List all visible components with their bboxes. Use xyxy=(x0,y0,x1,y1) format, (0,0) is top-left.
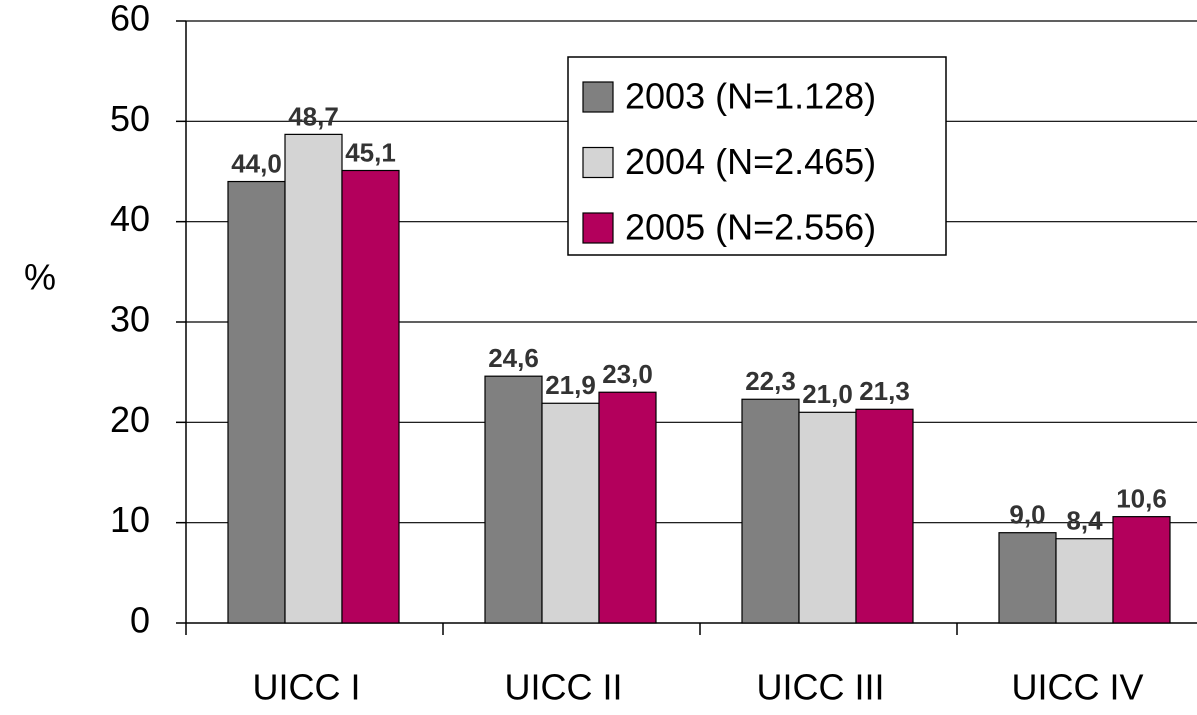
bar xyxy=(341,169,400,624)
bar xyxy=(855,408,914,624)
y-tick-label: 60 xyxy=(110,0,150,39)
value-label: 45,1 xyxy=(345,137,396,167)
value-label: 9,0 xyxy=(1009,500,1045,530)
bar xyxy=(227,180,286,624)
value-label: 23,0 xyxy=(602,359,653,389)
value-label: 44,0 xyxy=(231,148,282,178)
value-label: 21,3 xyxy=(859,376,910,406)
y-tick-label: 40 xyxy=(110,198,150,239)
bar xyxy=(741,398,800,624)
value-label: 8,4 xyxy=(1066,506,1103,536)
legend-label: 2004 (N=2.465) xyxy=(625,141,876,182)
value-label: 48,7 xyxy=(288,101,339,131)
legend-label: 2005 (N=2.556) xyxy=(625,207,876,248)
y-tick-label: 20 xyxy=(110,399,150,440)
legend-swatch xyxy=(582,146,614,179)
value-label: 21,9 xyxy=(545,370,596,400)
bar xyxy=(284,133,343,624)
bar xyxy=(541,402,600,624)
y-tick-label: 30 xyxy=(110,299,150,340)
value-label: 21,0 xyxy=(802,379,853,409)
legend-label: 2003 (N=1.128) xyxy=(625,76,876,117)
legend-box xyxy=(567,56,947,256)
bar xyxy=(998,532,1057,624)
y-tick-label: 10 xyxy=(110,499,150,540)
y-axis-label: % xyxy=(24,257,56,298)
value-label: 24,6 xyxy=(488,343,539,373)
y-tick-label: 50 xyxy=(110,98,150,139)
x-tick-label: UICC III xyxy=(756,667,884,708)
y-tick-label: 0 xyxy=(130,600,150,641)
bar xyxy=(598,391,657,624)
x-tick-label: UICC II xyxy=(504,667,622,708)
bar xyxy=(1112,516,1171,624)
value-label: 10,6 xyxy=(1116,484,1167,514)
value-label: 22,3 xyxy=(745,366,796,396)
x-tick-label: UICC IV xyxy=(1011,667,1143,708)
legend-swatch xyxy=(582,212,614,244)
legend-swatch xyxy=(582,81,614,113)
bar xyxy=(484,375,543,624)
bar xyxy=(798,411,857,624)
x-tick-label: UICC I xyxy=(253,667,361,708)
bar xyxy=(1055,538,1114,624)
